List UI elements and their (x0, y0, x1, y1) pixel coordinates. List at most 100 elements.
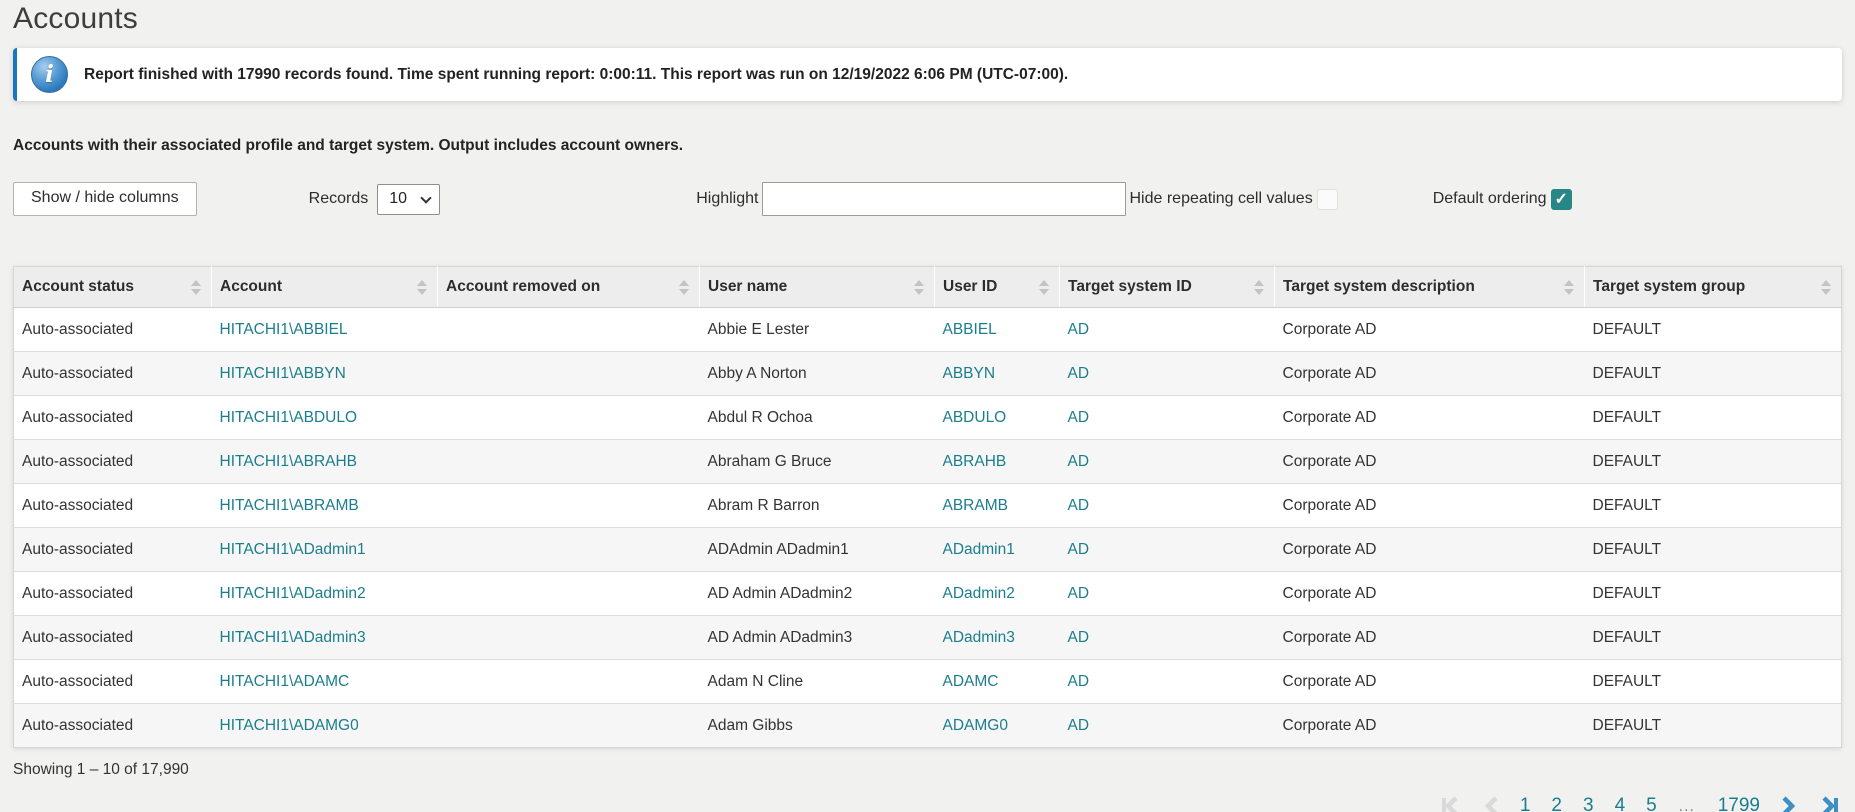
account-link[interactable]: HITACHI1\ADadmin1 (219, 540, 366, 558)
column-header[interactable]: Target system ID (1059, 266, 1275, 308)
records-select[interactable]: 10 (377, 183, 441, 215)
table-row: Auto-associated HITACHI1\ABDULO Abdul R Oc… (13, 395, 1842, 440)
user-id-link[interactable]: ADadmin1 (942, 540, 1015, 558)
cell-account-status: Auto-associated (13, 483, 212, 528)
column-header[interactable]: Account status (13, 266, 212, 308)
column-header-label: Target system ID (1068, 278, 1192, 295)
cell-user-id: ABRAHB (934, 439, 1060, 484)
first-page-button[interactable] (1440, 796, 1462, 812)
column-header[interactable]: Account (211, 266, 438, 308)
target-system-id-link[interactable]: AD (1067, 716, 1090, 734)
table-row: Auto-associated HITACHI1\ADAMC Adam N Clin… (13, 659, 1842, 704)
column-header-label: Target system description (1283, 278, 1475, 295)
account-link[interactable]: HITACHI1\ABRAMB (219, 496, 359, 514)
cell-account-status: Auto-associated (13, 615, 212, 660)
cell-account-removed-on (437, 527, 700, 572)
hide-repeating-checkbox[interactable] (1316, 188, 1338, 210)
default-ordering-checkbox[interactable] (1550, 188, 1572, 210)
prev-page-button[interactable] (1483, 796, 1499, 812)
highlight-input[interactable] (762, 182, 1127, 216)
page-button-3[interactable]: 3 (1582, 795, 1594, 812)
column-header[interactable]: Account removed on (437, 266, 700, 308)
cell-account-removed-on (437, 659, 700, 704)
account-link[interactable]: HITACHI1\ADAMG0 (219, 716, 359, 734)
report-description: Accounts with their associated profile a… (13, 137, 684, 154)
user-id-link[interactable]: ABRAHB (942, 452, 1007, 470)
cell-user-id: ADAMG0 (934, 703, 1060, 748)
cell-user-name: Abby A Norton (699, 351, 935, 396)
target-system-id-link[interactable]: AD (1067, 496, 1090, 514)
cell-account: HITACHI1\ABDULO (211, 395, 438, 440)
cell-target-system-description: Corporate AD (1274, 659, 1585, 704)
cell-target-system-description: Corporate AD (1274, 527, 1585, 572)
prev-page-icon (1484, 796, 1498, 812)
target-system-id-link[interactable]: AD (1067, 408, 1090, 426)
cell-target-system-description: Corporate AD (1274, 571, 1585, 616)
cell-target-system-id: AD (1059, 395, 1275, 440)
page-button-2[interactable]: 2 (1551, 795, 1562, 812)
cell-account-status: Auto-associated (13, 571, 212, 616)
cell-user-name: Abraham G Bruce (699, 439, 935, 484)
cell-target-system-description: Corporate AD (1274, 395, 1585, 440)
target-system-id-link[interactable]: AD (1067, 584, 1090, 602)
target-system-id-link[interactable]: AD (1067, 540, 1090, 558)
target-system-id-link[interactable]: AD (1067, 628, 1090, 646)
page-button-4[interactable]: 4 (1614, 795, 1626, 812)
target-system-id-link[interactable]: AD (1067, 364, 1090, 382)
target-system-id-link[interactable]: AD (1067, 320, 1090, 338)
cell-target-system-group: DEFAULT (1584, 615, 1842, 660)
column-header[interactable]: Target system description (1274, 266, 1585, 308)
user-id-link[interactable]: ABBIEL (942, 320, 997, 338)
cell-account: HITACHI1\ABRAHB (211, 439, 438, 484)
user-id-link[interactable]: ABDULO (942, 408, 1007, 426)
column-header[interactable]: User ID (934, 266, 1060, 308)
user-id-link[interactable]: ADadmin2 (942, 584, 1015, 602)
show-hide-columns-button[interactable]: Show / hide columns (13, 182, 197, 216)
target-system-id-link[interactable]: AD (1067, 452, 1090, 470)
cell-account-status: Auto-associated (13, 307, 212, 352)
account-link[interactable]: HITACHI1\ADadmin2 (219, 584, 366, 602)
column-header-label: Account status (22, 278, 134, 295)
cell-target-system-description: Corporate AD (1274, 703, 1585, 748)
cell-target-system-id: AD (1059, 307, 1275, 352)
cell-user-name: Abdul R Ochoa (699, 395, 935, 440)
column-header-label: User name (708, 278, 788, 295)
column-header[interactable]: Target system group (1584, 266, 1842, 308)
account-link[interactable]: HITACHI1\ABDULO (219, 408, 358, 426)
account-link[interactable]: HITACHI1\ABBYN (219, 364, 346, 382)
cell-target-system-group: DEFAULT (1584, 307, 1842, 352)
cell-target-system-group: DEFAULT (1584, 351, 1842, 396)
column-header-label: Target system group (1593, 278, 1746, 295)
next-page-button[interactable] (1781, 796, 1797, 812)
page-button-1[interactable]: 1 (1519, 795, 1531, 812)
cell-user-name: Adam Gibbs (699, 703, 935, 748)
cell-account-removed-on (437, 439, 700, 484)
page-button-1799[interactable]: 1799 (1717, 795, 1760, 812)
last-page-icon (1822, 796, 1838, 812)
cell-account-removed-on (437, 615, 700, 660)
page-button-5[interactable]: 5 (1646, 795, 1657, 812)
page-title: Accounts (13, 2, 138, 35)
last-page-button[interactable] (1818, 796, 1840, 812)
account-link[interactable]: HITACHI1\ADadmin3 (219, 628, 366, 646)
first-page-icon (1441, 796, 1458, 812)
cell-target-system-description: Corporate AD (1274, 483, 1585, 528)
cell-target-system-id: AD (1059, 351, 1275, 396)
cell-target-system-id: AD (1059, 439, 1275, 484)
account-link[interactable]: HITACHI1\ABBIEL (219, 320, 348, 338)
account-link[interactable]: HITACHI1\ADAMC (219, 672, 350, 690)
table-row: Auto-associated HITACHI1\ADAMG0 Adam Gibbs… (13, 703, 1842, 748)
sort-icon (1564, 279, 1574, 295)
column-header[interactable]: User name (699, 266, 935, 308)
account-link[interactable]: HITACHI1\ABRAHB (219, 452, 358, 470)
cell-user-id: ADAMC (934, 659, 1060, 704)
user-id-link[interactable]: ABBYN (942, 364, 996, 382)
user-id-link[interactable]: ADAMG0 (942, 716, 1008, 734)
user-id-link[interactable]: ADAMC (942, 672, 999, 690)
user-id-link[interactable]: ADadmin3 (942, 628, 1015, 646)
cell-user-name: Abram R Barron (699, 483, 935, 528)
cell-account-status: Auto-associated (13, 527, 212, 572)
target-system-id-link[interactable]: AD (1067, 672, 1090, 690)
records-label: Records (308, 190, 369, 207)
user-id-link[interactable]: ABRAMB (942, 496, 1008, 514)
